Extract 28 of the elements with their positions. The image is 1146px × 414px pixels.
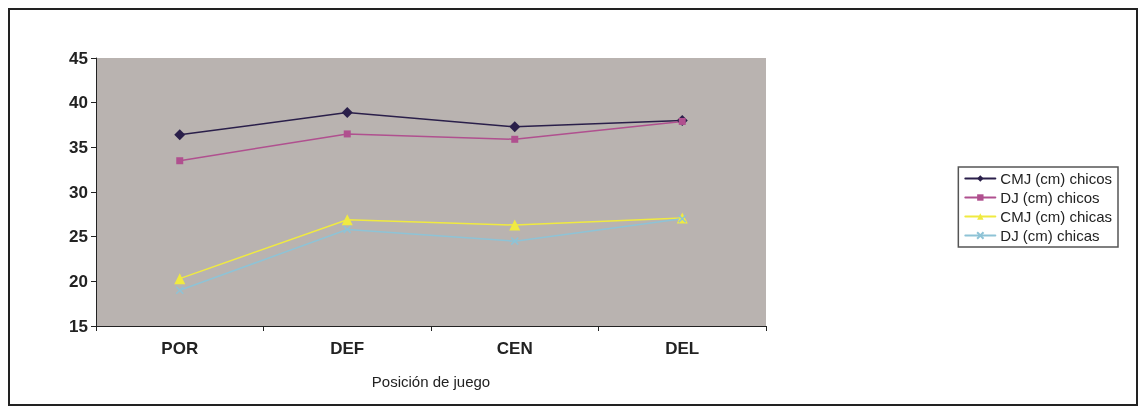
point — [343, 225, 352, 234]
y-tick-label: 45 — [69, 48, 88, 68]
y-tick-label: 30 — [69, 182, 88, 202]
point — [511, 135, 519, 143]
x-tick-label: DEL — [665, 339, 700, 358]
y-tick-label: 25 — [69, 227, 88, 247]
x-tick-label: CEN — [496, 339, 533, 358]
y-tick-label: 35 — [69, 137, 88, 157]
x-tick-label: DEF — [330, 339, 365, 358]
point — [176, 157, 184, 165]
x-axis-title: Posición de juego — [371, 373, 491, 390]
y-tick-label: 15 — [69, 316, 88, 336]
point — [341, 106, 353, 118]
point — [341, 214, 353, 226]
y-tick-label: 40 — [69, 93, 88, 113]
legend-label: CMJ (cm) chicos — [1000, 170, 1113, 187]
point — [343, 130, 351, 138]
y-tick-label: 20 — [69, 271, 88, 291]
point — [509, 219, 521, 231]
legend-label: DJ (cm) chicos — [1000, 189, 1100, 206]
x-tick-label: POR — [161, 339, 199, 358]
point — [509, 121, 521, 133]
point — [175, 286, 184, 295]
point — [510, 236, 519, 246]
legend-label: CMJ (cm) chicas — [1000, 208, 1113, 225]
point — [174, 129, 186, 141]
legend-label: DJ (cm) chicas — [1000, 227, 1100, 244]
point — [174, 273, 186, 285]
